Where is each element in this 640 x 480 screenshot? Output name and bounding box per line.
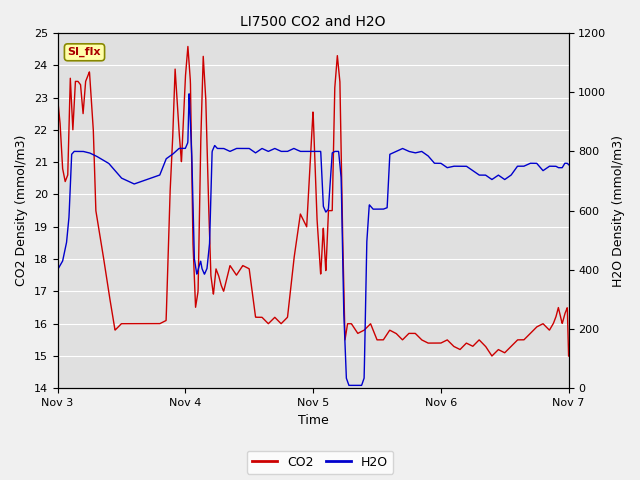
CO2 <box>250 300 257 306</box>
H2O <box>54 267 61 273</box>
H2O <box>555 165 563 170</box>
Title: LI7500 CO2 and H2O: LI7500 CO2 and H2O <box>240 15 386 29</box>
H2O <box>185 91 193 96</box>
H2O <box>250 149 257 155</box>
Line: H2O: H2O <box>58 94 568 385</box>
H2O <box>564 162 572 168</box>
H2O <box>142 177 150 183</box>
CO2 <box>272 315 280 321</box>
CO2 <box>500 349 508 355</box>
CO2 <box>112 326 120 332</box>
X-axis label: Time: Time <box>298 414 328 427</box>
CO2 <box>564 353 572 359</box>
CO2 <box>54 95 61 100</box>
CO2 <box>184 44 192 49</box>
Text: SI_flx: SI_flx <box>68 47 101 58</box>
H2O <box>500 176 508 182</box>
Y-axis label: CO2 Density (mmol/m3): CO2 Density (mmol/m3) <box>15 135 28 287</box>
Legend: CO2, H2O: CO2, H2O <box>247 451 393 474</box>
CO2 <box>555 306 563 312</box>
CO2 <box>142 321 150 326</box>
Y-axis label: H2O Density (mmol/m3): H2O Density (mmol/m3) <box>612 134 625 287</box>
H2O <box>272 146 280 152</box>
Line: CO2: CO2 <box>58 47 568 356</box>
H2O <box>345 383 353 388</box>
H2O <box>112 168 120 174</box>
